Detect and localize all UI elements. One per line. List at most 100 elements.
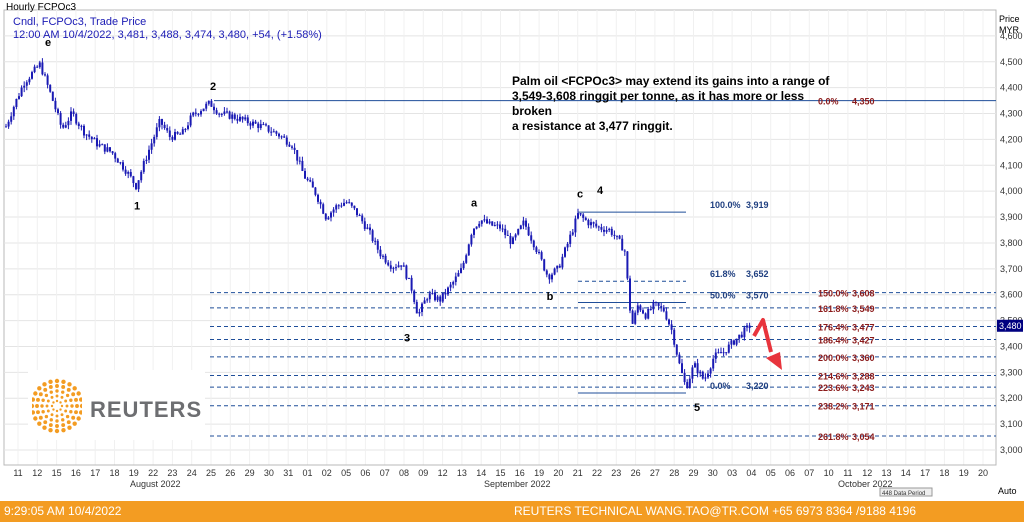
logo-dot — [46, 399, 50, 403]
candle-body — [486, 219, 488, 224]
logo-dot — [50, 413, 54, 417]
candle-body — [163, 124, 166, 129]
candle-body — [444, 292, 447, 295]
wave-label: 2 — [210, 81, 216, 93]
extension-pct-label: 161.8% — [818, 304, 849, 314]
candle-body — [189, 115, 192, 126]
logo-dot — [59, 401, 62, 404]
logo-dot — [33, 416, 38, 421]
x-tick-label: 01 — [302, 468, 312, 478]
x-tick-label: 23 — [611, 468, 621, 478]
candle-body — [616, 235, 618, 237]
candle-body — [176, 131, 179, 134]
candle-body — [278, 133, 280, 137]
logo-dot — [42, 425, 47, 430]
logo-dot — [55, 384, 59, 388]
y-tick-label: 4,600 — [1000, 31, 1023, 41]
candle-body — [262, 124, 265, 126]
data-period-badge — [879, 487, 933, 497]
logo-dot — [38, 415, 43, 420]
candle-body — [259, 124, 262, 129]
candle-body — [379, 249, 382, 257]
x-tick-label: 09 — [418, 468, 428, 478]
arrow-head-icon — [766, 352, 782, 370]
footer-contact: REUTERS TECHNICAL WANG.TAO@TR.COM +65 69… — [514, 504, 916, 518]
candle-body — [389, 265, 392, 269]
logo-dot — [44, 414, 49, 419]
candle-body — [265, 124, 267, 126]
candle-body — [272, 131, 275, 133]
logo-dot — [67, 382, 72, 387]
candle-body — [543, 259, 546, 271]
candle-body — [239, 116, 241, 121]
candle-body — [23, 85, 26, 88]
candle-body — [428, 293, 431, 300]
extension-pct-label: 261.8% — [818, 432, 849, 442]
extension-value-label: 3,171 — [852, 402, 875, 412]
candle-body — [527, 226, 530, 236]
x-tick-label: 17 — [90, 468, 100, 478]
candle-body — [90, 136, 93, 140]
candle-body — [480, 220, 483, 224]
candle-body — [701, 371, 704, 379]
candle-body — [64, 125, 67, 128]
candle-body — [7, 121, 10, 127]
candle-body — [720, 352, 722, 354]
series-line: Cndl, FCPOc3, Trade Price — [13, 16, 147, 28]
candle-body — [579, 213, 582, 215]
candle-body — [582, 214, 585, 218]
candle-body — [746, 325, 748, 328]
x-tick-label: 18 — [939, 468, 949, 478]
candle-body — [629, 278, 631, 311]
candle-body — [415, 301, 418, 314]
currency-label: MYR — [999, 25, 1019, 35]
candle-body — [707, 373, 709, 378]
candle-body — [499, 224, 501, 229]
candle-body — [202, 108, 205, 112]
auto-scale-label[interactable]: Auto — [998, 486, 1017, 496]
logo-dot — [61, 385, 66, 389]
logo-dot — [46, 409, 50, 413]
candle-body — [683, 372, 686, 383]
candle-body — [57, 109, 59, 114]
candle-body — [623, 250, 626, 252]
logo-dot — [54, 378, 60, 384]
candle-body — [493, 225, 496, 227]
candle-body — [296, 149, 299, 161]
candle-body — [608, 228, 611, 231]
candle-body — [236, 118, 239, 121]
candle-body — [93, 138, 96, 140]
candle-body — [288, 144, 291, 147]
candle-body — [343, 202, 345, 206]
x-tick-label: 29 — [245, 468, 255, 478]
candle-body — [457, 272, 460, 277]
candle-body — [571, 232, 574, 235]
candle-body — [418, 312, 421, 314]
candle-body — [246, 117, 249, 124]
candle-body — [314, 187, 317, 195]
candle-body — [551, 274, 553, 280]
candle-body — [514, 234, 517, 238]
candle-body — [127, 172, 130, 174]
candle-body — [83, 125, 85, 136]
x-tick-label: 04 — [746, 468, 756, 478]
y-tick-label: 4,000 — [1000, 186, 1023, 196]
candle-body — [548, 274, 551, 280]
logo-dot — [52, 408, 55, 411]
logo-dot — [76, 416, 81, 421]
candle-body — [197, 113, 200, 115]
wave-label: e — [45, 37, 51, 49]
candle-body — [88, 134, 91, 137]
logo-dot — [48, 427, 53, 433]
candle-body — [512, 237, 514, 245]
candle-body — [678, 354, 681, 364]
logo-dot — [48, 423, 53, 427]
candle-body — [285, 137, 288, 145]
x-tick-label: 10 — [824, 468, 834, 478]
candle-body — [504, 228, 507, 235]
candle-body — [324, 213, 327, 220]
candle-body — [166, 128, 169, 131]
candle-body — [436, 296, 439, 301]
logo-dot — [35, 404, 39, 408]
y-tick-label: 3,200 — [1000, 393, 1023, 403]
